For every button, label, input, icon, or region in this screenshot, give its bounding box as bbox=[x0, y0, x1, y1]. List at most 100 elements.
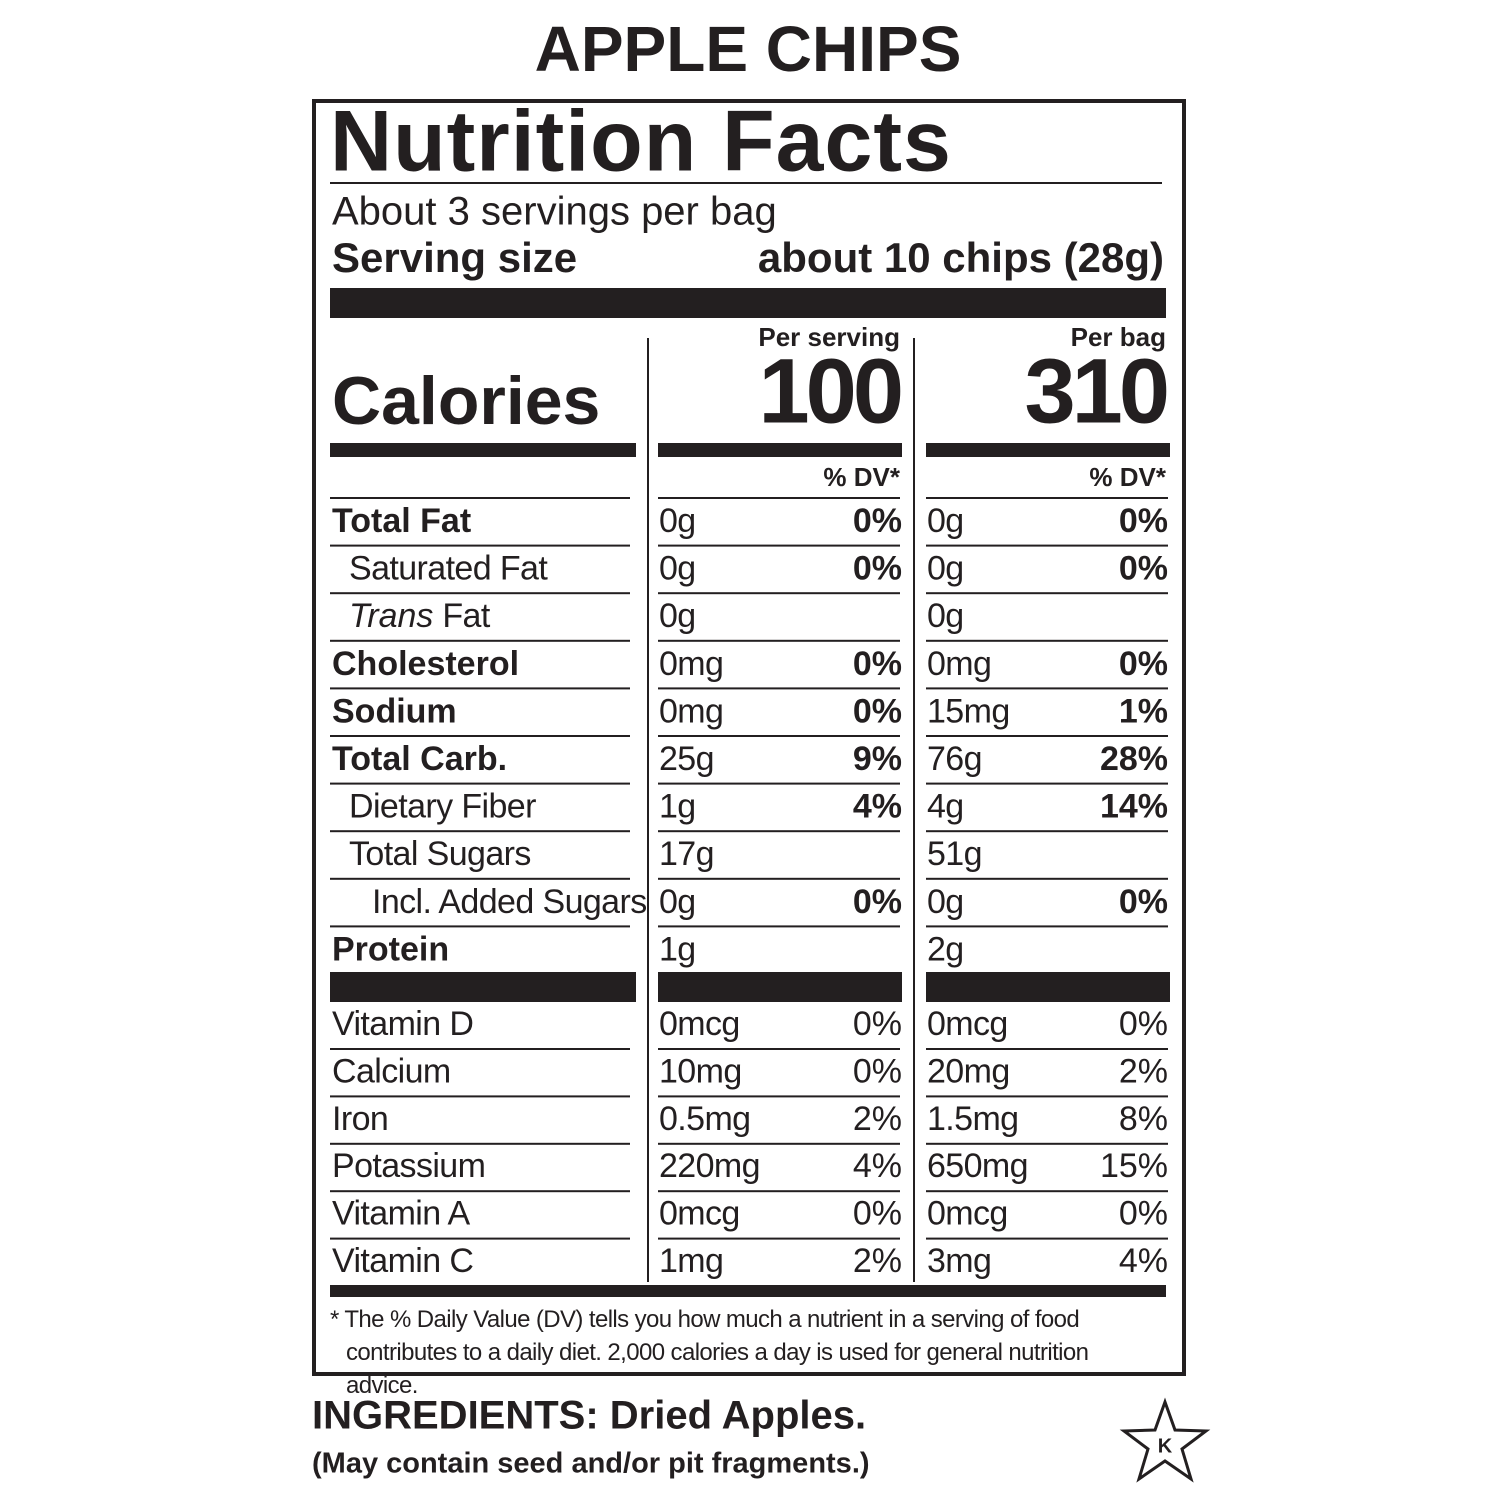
nutrient-name: Total Sugars bbox=[349, 835, 531, 873]
amount: 51g bbox=[927, 835, 982, 873]
row-rule bbox=[926, 877, 1168, 880]
nutrient-name: Total Fat bbox=[332, 502, 471, 540]
nutrient-name: Protein bbox=[332, 930, 449, 968]
daily-value: 1% bbox=[1119, 692, 1168, 730]
thick-bar bbox=[330, 288, 1166, 318]
nutrient-name: Vitamin D bbox=[332, 1005, 473, 1043]
amount: 0g bbox=[927, 883, 964, 921]
amount: 2g bbox=[927, 930, 964, 968]
row-rule bbox=[658, 735, 900, 737]
amount: 0g bbox=[659, 550, 696, 588]
kosher-mark: K bbox=[1158, 1435, 1173, 1457]
amount: 25g bbox=[659, 740, 714, 778]
amount: 20mg bbox=[927, 1052, 1010, 1090]
amount: 15mg bbox=[927, 692, 1010, 730]
ingredients: INGREDIENTS: Dried Apples. bbox=[312, 1394, 866, 1438]
row-rule bbox=[330, 1048, 630, 1050]
label-heading: Nutrition Facts bbox=[330, 94, 952, 190]
allergen-note: (May contain seed and/or pit fragments.) bbox=[312, 1448, 870, 1480]
nutrient-name-italic: Trans bbox=[349, 597, 433, 635]
amount: 1.5mg bbox=[927, 1100, 1019, 1138]
row-rule bbox=[330, 592, 630, 595]
nutrient-name: Sodium bbox=[332, 692, 457, 730]
daily-value: 0% bbox=[1119, 883, 1168, 921]
row-rule bbox=[658, 1142, 900, 1145]
daily-value: 0% bbox=[1119, 645, 1168, 683]
row-rule bbox=[658, 544, 900, 547]
thick-bar bbox=[330, 1285, 1166, 1297]
amount: 0mcg bbox=[927, 1005, 1008, 1043]
row-rule bbox=[926, 497, 1168, 499]
nutrient-name: Vitamin A bbox=[332, 1195, 471, 1233]
amount: 1g bbox=[659, 930, 696, 968]
row-rule bbox=[330, 735, 630, 737]
row-rule bbox=[658, 877, 900, 880]
nutrient-name: Cholesterol bbox=[332, 645, 519, 683]
daily-value: 8% bbox=[1119, 1100, 1168, 1138]
daily-value: 0% bbox=[853, 883, 902, 921]
amount: 76g bbox=[927, 740, 982, 778]
amount: 0.5mg bbox=[659, 1100, 751, 1138]
thick-bar bbox=[926, 443, 1170, 457]
row-rule bbox=[926, 735, 1168, 737]
daily-value: 0% bbox=[853, 1195, 902, 1233]
daily-value: 0% bbox=[853, 1052, 902, 1090]
thick-bar bbox=[658, 443, 902, 457]
row-rule bbox=[926, 1048, 1168, 1050]
daily-value: 0% bbox=[1119, 1005, 1168, 1043]
daily-value: 15% bbox=[1100, 1147, 1168, 1185]
row-rule bbox=[926, 925, 1168, 928]
amount: 1g bbox=[659, 788, 696, 826]
daily-value: 4% bbox=[853, 788, 902, 826]
amount: 17g bbox=[659, 835, 714, 873]
row-rule bbox=[926, 687, 1168, 690]
column-header: Per serving bbox=[758, 322, 900, 352]
daily-value: 14% bbox=[1100, 788, 1168, 826]
row-rule bbox=[330, 1190, 630, 1193]
amount: 0mg bbox=[659, 692, 723, 730]
amount: 10mg bbox=[659, 1052, 742, 1090]
row-rule bbox=[658, 782, 900, 785]
row-rule bbox=[658, 1095, 900, 1098]
serving-size-label: Serving size bbox=[332, 234, 577, 281]
nutrient-name: Calcium bbox=[332, 1052, 451, 1090]
row-rule bbox=[330, 1142, 630, 1145]
footnote: * The % Daily Value (DV) tells you how m… bbox=[330, 1306, 1089, 1399]
daily-value: 0% bbox=[853, 550, 902, 588]
amount: 0g bbox=[659, 597, 696, 635]
row-rule bbox=[658, 497, 900, 499]
daily-value: 9% bbox=[853, 740, 902, 778]
daily-value: 0% bbox=[853, 645, 902, 683]
row-rule bbox=[330, 782, 630, 785]
row-rule bbox=[658, 1237, 900, 1240]
row-rule bbox=[330, 830, 630, 833]
amount: 0mcg bbox=[659, 1005, 740, 1043]
row-rule bbox=[658, 1048, 900, 1050]
row-rule bbox=[926, 1095, 1168, 1098]
calories-label: Calories bbox=[332, 363, 600, 439]
column-divider bbox=[913, 338, 915, 1282]
row-rule bbox=[926, 1142, 1168, 1145]
row-rule bbox=[330, 687, 630, 690]
amount: 650mg bbox=[927, 1147, 1028, 1185]
amount: 0g bbox=[927, 550, 964, 588]
nutrient-name: Saturated Fat bbox=[349, 550, 548, 588]
row-rule bbox=[658, 639, 900, 642]
nutrient-name: Vitamin C bbox=[332, 1242, 473, 1280]
column-divider bbox=[647, 338, 649, 1282]
label-border bbox=[312, 99, 1186, 1376]
row-rule bbox=[330, 925, 630, 928]
thick-bar bbox=[330, 443, 636, 457]
daily-value: 28% bbox=[1100, 740, 1168, 778]
amount: 0mcg bbox=[927, 1195, 1008, 1233]
amount: 4g bbox=[927, 788, 964, 826]
amount: 1mg bbox=[659, 1242, 723, 1280]
row-rule bbox=[658, 687, 900, 690]
row-rule bbox=[926, 830, 1168, 833]
amount: 0mcg bbox=[659, 1195, 740, 1233]
column-header: Per bag bbox=[1071, 322, 1166, 352]
amount: 0g bbox=[927, 597, 964, 635]
row-rule bbox=[330, 639, 630, 642]
